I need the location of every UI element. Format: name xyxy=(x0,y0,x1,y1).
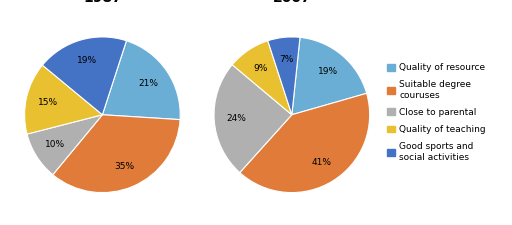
Wedge shape xyxy=(240,93,370,193)
Wedge shape xyxy=(27,115,102,175)
Wedge shape xyxy=(25,65,102,134)
Text: 19%: 19% xyxy=(77,56,97,65)
Text: 7%: 7% xyxy=(279,54,293,63)
Wedge shape xyxy=(214,65,292,173)
Text: 21%: 21% xyxy=(139,79,159,88)
Title: 1987: 1987 xyxy=(83,0,122,5)
Text: 35%: 35% xyxy=(115,162,135,171)
Text: 41%: 41% xyxy=(311,158,332,167)
Text: 24%: 24% xyxy=(226,114,246,123)
Text: 15%: 15% xyxy=(38,98,58,107)
Wedge shape xyxy=(232,41,292,115)
Wedge shape xyxy=(268,37,300,115)
Wedge shape xyxy=(42,37,126,115)
Text: 19%: 19% xyxy=(318,67,338,76)
Legend: Quality of resource, Suitable degree
couruses, Close to parental, Quality of tea: Quality of resource, Suitable degree cou… xyxy=(388,63,486,162)
Text: 10%: 10% xyxy=(45,140,65,149)
Wedge shape xyxy=(102,41,180,120)
Wedge shape xyxy=(292,37,367,115)
Title: 2007: 2007 xyxy=(272,0,311,5)
Text: 9%: 9% xyxy=(253,64,268,73)
Wedge shape xyxy=(53,115,180,193)
